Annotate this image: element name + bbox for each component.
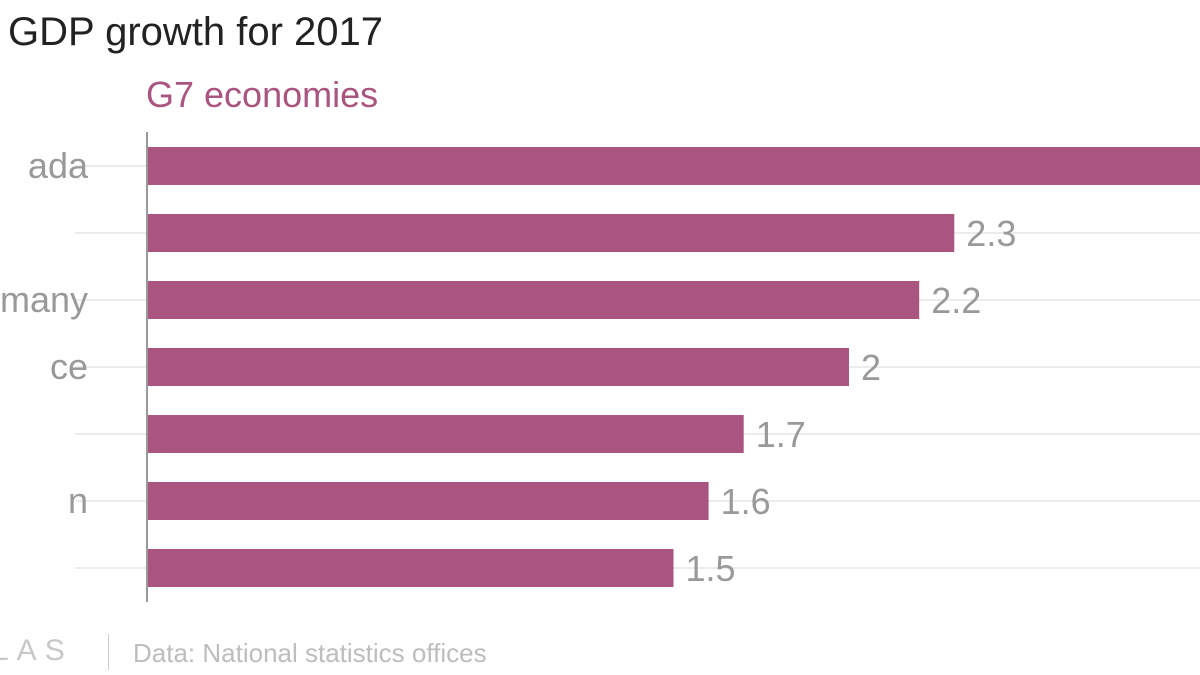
chart-title: GDP growth for 2017 xyxy=(8,10,384,54)
footer-divider xyxy=(108,634,109,670)
category-label: n xyxy=(68,480,88,521)
bar-france xyxy=(147,348,849,386)
value-label: 1.7 xyxy=(756,414,806,455)
value-label: 1.5 xyxy=(686,548,736,589)
value-label: 1.6 xyxy=(721,481,771,522)
chart-footer: LAS Data: National statistics offices xyxy=(0,632,700,672)
bar-germany xyxy=(147,281,920,319)
labels: ada 2.3 2.2 many 2 ce 1.7 1.6 n 1.5 xyxy=(0,145,1016,589)
bar-us xyxy=(147,214,955,252)
category-label: ce xyxy=(50,346,88,387)
bar-japan xyxy=(147,482,709,520)
value-label: 2.3 xyxy=(966,213,1016,254)
value-label: 2 xyxy=(861,347,881,388)
category-label: many xyxy=(0,279,88,320)
chart-subtitle: G7 economies xyxy=(146,74,379,115)
bar-italy xyxy=(147,549,674,587)
bar-canada xyxy=(147,147,1200,185)
bar-uk xyxy=(147,415,744,453)
value-label: 2.2 xyxy=(931,280,981,321)
category-label: ada xyxy=(28,145,89,186)
brand-logo: LAS xyxy=(0,634,73,667)
source-note: Data: National statistics offices xyxy=(133,638,487,668)
bars xyxy=(147,147,1200,587)
